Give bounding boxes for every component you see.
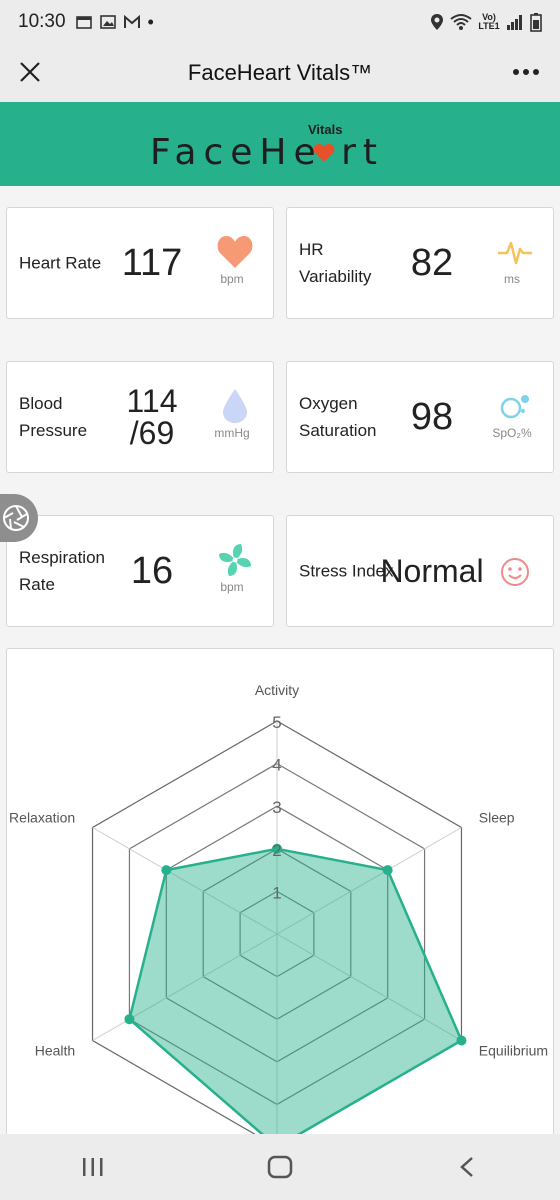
card-label: Blood Pressure: [19, 394, 88, 440]
radar-data-point: [124, 1014, 135, 1025]
card-value: Normal: [380, 553, 484, 589]
radar-axis-label: Equilibrium: [479, 1043, 548, 1059]
brand-banner: FaceHe rt: [0, 102, 560, 186]
floating-shutter-button[interactable]: [0, 494, 38, 542]
radar-spoke: [276, 933, 462, 1041]
more-vert-dots-icon: [513, 69, 539, 75]
card-unit: bpm: [220, 272, 244, 286]
radar-data-area: [128, 847, 464, 1147]
radar-spoke: [92, 933, 278, 1041]
brand-heart-icon: [313, 144, 335, 162]
battery-icon: [530, 13, 542, 32]
radar-axis-label: Sleep: [479, 810, 515, 826]
card-unit: ms: [504, 272, 520, 286]
network-type-label: Vo) LTE1: [478, 12, 500, 31]
app-bar: FaceHeart Vitals™: [0, 44, 560, 102]
card-value: 117: [121, 242, 183, 284]
radar-data-point: [456, 1035, 467, 1046]
brand-logo-subtitle: Vitals: [308, 122, 343, 137]
home-button[interactable]: [250, 1142, 310, 1192]
radar-spoke: [276, 827, 462, 935]
radar-chart: 1 2 3 4 5 Activity Sleep Equilibrium Health Relax…: [9, 682, 548, 1147]
wellness-radar-card: 1 2 3 4 5 Activity Sleep Equilibrium Health Relax…: [6, 648, 554, 1148]
radar-data-point: [161, 865, 172, 876]
radar-data-point: [382, 865, 393, 876]
card-label: Heart Rate: [19, 253, 102, 273]
card-value: 98: [410, 396, 454, 438]
radar-spoke: [92, 827, 278, 935]
radar-tick-label: 3: [272, 798, 281, 817]
status-dot: •: [147, 11, 154, 32]
radar-tick-label: 1: [272, 883, 281, 902]
card-unit: SpO₂%: [492, 426, 532, 440]
radar-data-point: [272, 843, 282, 854]
back-icon: [459, 1157, 473, 1177]
image-icon: [99, 15, 116, 29]
card-value: 82: [410, 242, 454, 284]
status-time: 10:30: [18, 11, 66, 32]
close-icon: [20, 62, 40, 82]
card-label: Respiration Rate: [19, 548, 105, 594]
system-nav-bar: [0, 1134, 560, 1200]
status-bar: 10:30 • Vo) LTE1: [0, 0, 560, 44]
radar-tick-label: 5: [272, 713, 281, 732]
smile-icon: [495, 552, 535, 592]
radar-axis-label: Relaxation: [9, 810, 75, 826]
close-button[interactable]: [14, 56, 46, 88]
stress-index-card[interactable]: Stress Index Normal: [286, 515, 554, 627]
recents-icon: [83, 1158, 103, 1176]
pulse-icon: [495, 232, 535, 272]
brand-logo-text: FaceHe rt: [150, 132, 384, 173]
calendar-icon: [75, 16, 92, 29]
card-label: HR Variability: [299, 240, 372, 286]
back-button[interactable]: [437, 1142, 497, 1192]
card-label: Oxygen Saturation: [299, 394, 377, 440]
more-options-button[interactable]: [510, 56, 542, 88]
signal-icon: [507, 15, 522, 30]
home-icon: [267, 1155, 293, 1179]
card-value: 16: [130, 550, 174, 592]
bubbles-icon: [495, 386, 535, 426]
fan-icon: [215, 540, 255, 580]
respiration-rate-card[interactable]: Respiration Rate 16 bpm: [6, 515, 274, 627]
recents-button[interactable]: [63, 1142, 123, 1192]
card-label: Stress Index: [299, 561, 394, 581]
aperture-icon: [3, 505, 29, 531]
heart-icon: [215, 232, 255, 272]
card-unit: bpm: [220, 580, 244, 594]
wifi-icon: [450, 14, 472, 30]
hr-variability-card[interactable]: HR Variability 82 ms: [286, 207, 554, 319]
radar-axis-label: Activity: [255, 682, 299, 698]
location-icon: [431, 14, 443, 30]
oxygen-saturation-card[interactable]: Oxygen Saturation 98 SpO₂%: [286, 361, 554, 473]
radar-tick-label: 2: [272, 841, 281, 860]
radar-tick-label: 4: [272, 756, 281, 775]
blood-pressure-card[interactable]: Blood Pressure 114 /69 mmHg: [6, 361, 274, 473]
gmail-icon: [123, 15, 140, 28]
card-value: 114 /69: [126, 383, 178, 451]
heart-rate-card[interactable]: Heart Rate 117 bpm: [6, 207, 274, 319]
status-notification-icons: •: [75, 11, 154, 33]
radar-axis-label: Health: [35, 1043, 75, 1059]
status-system-icons: Vo) LTE1: [430, 12, 542, 32]
page-title: FaceHeart Vitals™: [187, 60, 373, 85]
droplet-icon: [215, 386, 255, 426]
card-unit: mmHg: [214, 426, 250, 440]
